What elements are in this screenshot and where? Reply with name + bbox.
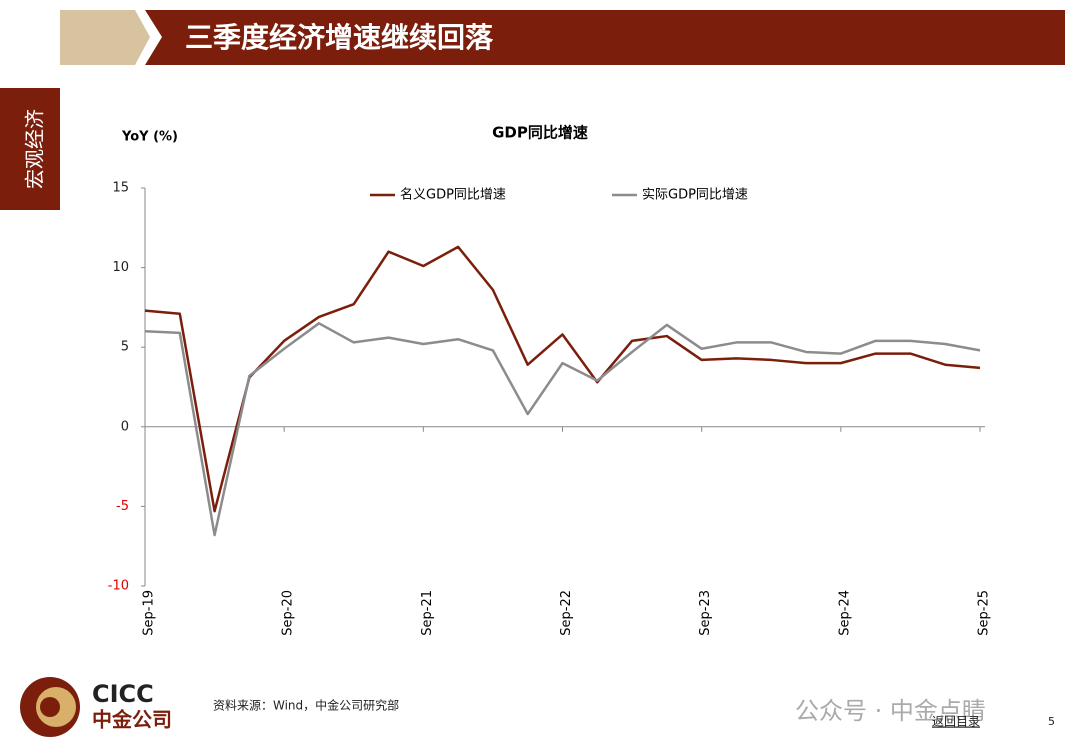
legend-label: 实际GDP同比增速 (642, 188, 748, 203)
series-line (144, 322, 981, 537)
header-accent (60, 10, 150, 65)
y-tick-label: -10 (108, 579, 129, 594)
x-tick-label: Sep-24 (837, 590, 852, 636)
back-link[interactable]: 返回目录 (932, 715, 980, 729)
y-axis-label: YoY (%) (121, 130, 178, 145)
logo-cn: 中金公司 (92, 708, 172, 732)
header-title: 三季度经济增速继续回落 (185, 21, 494, 54)
x-tick-label: Sep-19 (142, 590, 157, 636)
x-tick-label: Sep-25 (977, 590, 992, 636)
y-tick-label: -5 (116, 499, 129, 514)
y-tick-label: 5 (121, 340, 129, 355)
x-tick-label: Sep-23 (698, 590, 713, 636)
logo-en: CICC (92, 680, 154, 708)
x-tick-label: Sep-22 (559, 590, 574, 636)
chart-title: GDP同比增速 (492, 124, 588, 142)
y-tick-label: 0 (121, 419, 129, 434)
header-band (145, 10, 1065, 65)
legend-label: 名义GDP同比增速 (400, 187, 506, 203)
logo (20, 677, 80, 737)
series-line (144, 245, 981, 513)
section-tab (0, 88, 60, 210)
x-tick-label: Sep-20 (281, 590, 296, 636)
watermark: 公众号 · 中金点睛 (795, 697, 986, 725)
logo-core (40, 697, 60, 717)
source: 资料来源：Wind，中金公司研究部 (213, 698, 399, 713)
page-number: 5 (1048, 715, 1055, 728)
y-tick-label: 15 (112, 181, 129, 196)
section-label: 宏观经济 (23, 109, 47, 189)
y-tick-label: 10 (112, 260, 129, 275)
x-tick-label: Sep-21 (420, 590, 435, 636)
